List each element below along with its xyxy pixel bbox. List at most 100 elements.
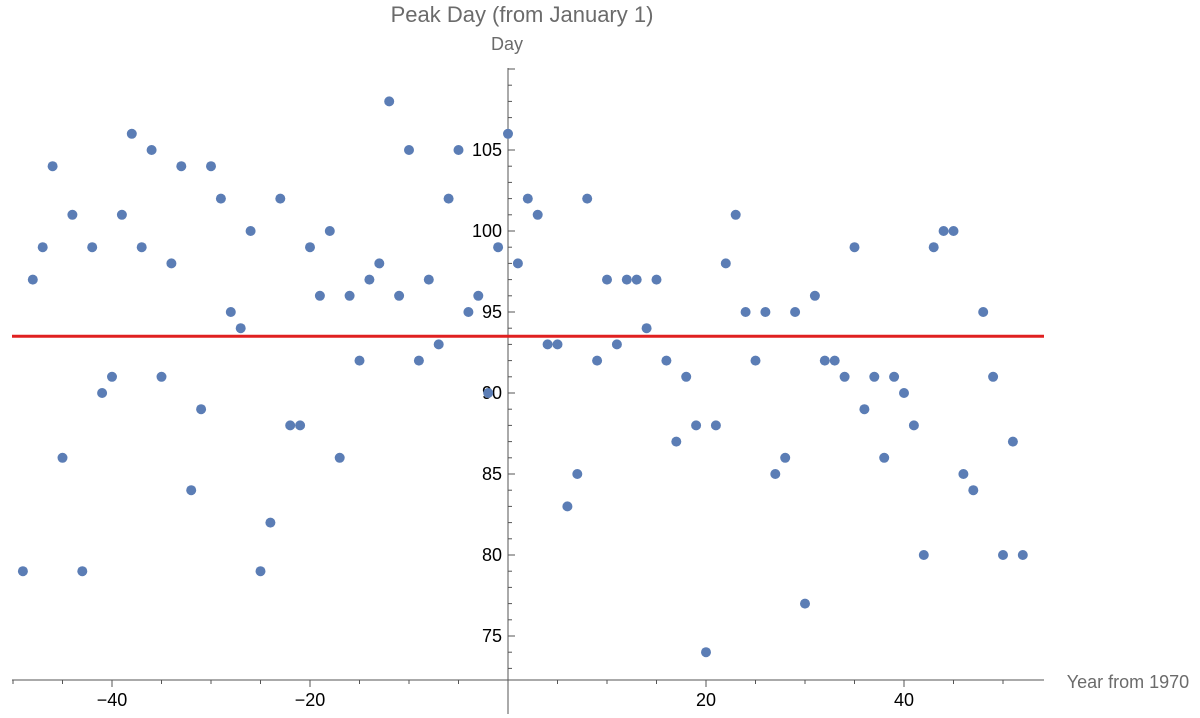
data-point [988,371,999,382]
data-point [384,96,395,107]
data-point [255,566,266,577]
data-point [324,226,335,236]
y-tick-label: 80 [482,545,502,565]
data-point [839,371,850,382]
data-point [126,128,137,139]
data-point [681,371,692,382]
data-point [532,209,543,220]
data-point [463,307,474,317]
data-point [512,258,523,269]
data-point [958,469,969,479]
data-point [314,290,325,301]
data-point [592,355,603,366]
data-point [275,193,286,204]
data-point [503,128,513,139]
data-point [423,274,434,285]
data-point [780,452,791,463]
data-point [394,290,405,301]
data-point [67,209,78,220]
data-point [87,242,98,253]
data-point [473,290,484,301]
data-point [899,388,909,398]
data-point [77,566,88,577]
data-point [136,242,147,253]
data-point [730,209,741,220]
data-point [404,145,414,155]
data-point [849,242,860,253]
data-point [750,355,761,366]
data-point [1007,436,1018,447]
data-point [928,242,939,253]
data-point [413,355,424,366]
data-point [740,307,751,317]
data-point [562,501,573,512]
data-point [631,274,642,285]
data-point [215,193,226,204]
data-point [483,388,494,398]
data-point [235,323,246,334]
data-point [859,404,870,415]
data-point [285,420,296,431]
data-point [176,161,187,172]
data-point [968,485,979,496]
data-point [819,355,830,366]
data-point [770,469,781,479]
y-tick-label: 75 [482,626,502,646]
data-point [661,355,672,366]
data-point [978,307,989,317]
x-tick-label: −20 [295,690,326,710]
data-point [1017,550,1028,560]
data-point [572,469,583,479]
data-point [354,355,365,366]
data-point [869,371,880,382]
data-point [542,339,553,350]
data-point [443,193,454,204]
data-point [156,371,167,382]
data-point [334,452,345,463]
data-point [453,145,464,155]
data-point [27,274,38,285]
data-point [186,485,197,496]
data-point [37,242,48,253]
data-point [265,517,276,528]
data-point [582,193,593,204]
data-point [107,371,117,382]
data-point [908,420,919,431]
data-point [374,258,385,269]
data-point [671,436,682,447]
data-point [701,647,711,658]
data-point [47,161,58,172]
data-point [166,258,177,269]
data-point [97,388,108,398]
data-point [710,420,721,431]
y-tick-label: 100 [472,221,502,241]
data-point [196,404,207,415]
y-tick-label: 85 [482,464,502,484]
data-point [918,550,929,560]
chart-title: Peak Day (from January 1) [391,2,654,27]
y-tick-label: 105 [472,140,502,160]
data-point [621,274,632,285]
data-point [522,193,533,204]
data-point [344,290,355,301]
data-points [17,96,1028,658]
x-tick-label: 40 [894,690,914,710]
data-point [651,274,662,285]
data-point [889,371,900,382]
data-point [552,339,563,350]
data-point [245,226,256,236]
data-point [17,566,28,577]
data-point [611,339,622,350]
data-point [433,339,444,350]
data-point [829,355,840,366]
data-point [493,242,504,253]
data-point [998,550,1008,560]
data-point [602,274,612,285]
data-point [809,290,820,301]
axes: −40−2020407580859095100105 [12,68,1044,714]
data-point [364,274,375,285]
data-point [948,226,959,236]
data-point [116,209,127,220]
data-point [206,161,216,172]
